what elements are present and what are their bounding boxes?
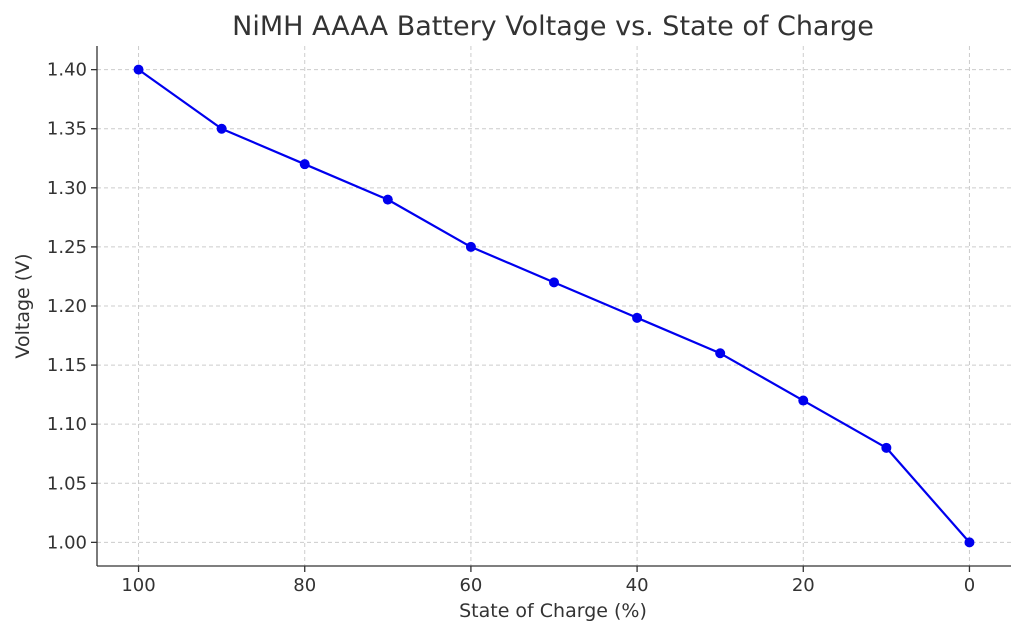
y-tick-label: 1.10 bbox=[47, 414, 87, 435]
data-point bbox=[299, 159, 310, 170]
data-point bbox=[133, 64, 144, 75]
y-tick-label: 1.35 bbox=[47, 119, 87, 140]
x-tick-label: 80 bbox=[293, 575, 316, 596]
data-point bbox=[964, 537, 975, 548]
data-point bbox=[382, 194, 393, 205]
x-tick-label: 100 bbox=[121, 575, 155, 596]
y-axis-label: Voltage (V) bbox=[12, 253, 34, 358]
x-tick-label: 40 bbox=[626, 575, 649, 596]
y-tick-label: 1.25 bbox=[47, 237, 87, 258]
y-tick-label: 1.40 bbox=[47, 60, 87, 81]
x-tick-label: 60 bbox=[459, 575, 482, 596]
y-tick-label: 1.00 bbox=[47, 532, 87, 553]
y-tick-label: 1.20 bbox=[47, 296, 87, 317]
data-point bbox=[715, 348, 726, 359]
chart-title: NiMH AAAA Battery Voltage vs. State of C… bbox=[232, 11, 874, 42]
data-point bbox=[632, 312, 643, 323]
data-point bbox=[549, 277, 559, 288]
data-point bbox=[798, 395, 809, 406]
y-tick-label: 1.05 bbox=[47, 473, 87, 494]
x-tick-label: 0 bbox=[964, 575, 975, 596]
data-point bbox=[881, 442, 892, 453]
x-tick-label: 20 bbox=[792, 575, 815, 596]
y-tick-label: 1.15 bbox=[47, 355, 87, 376]
data-point bbox=[216, 123, 227, 134]
ticks: 100 80 60 40 20 0 1.00 1.05 1.10 1.15 1.20 1.25 1.30… bbox=[47, 60, 975, 596]
series-layer bbox=[133, 64, 975, 548]
grid bbox=[97, 46, 1011, 566]
y-tick-label: 1.30 bbox=[47, 178, 87, 199]
x-axis-label: State of Charge (%) bbox=[459, 600, 647, 622]
data-point bbox=[465, 241, 476, 252]
